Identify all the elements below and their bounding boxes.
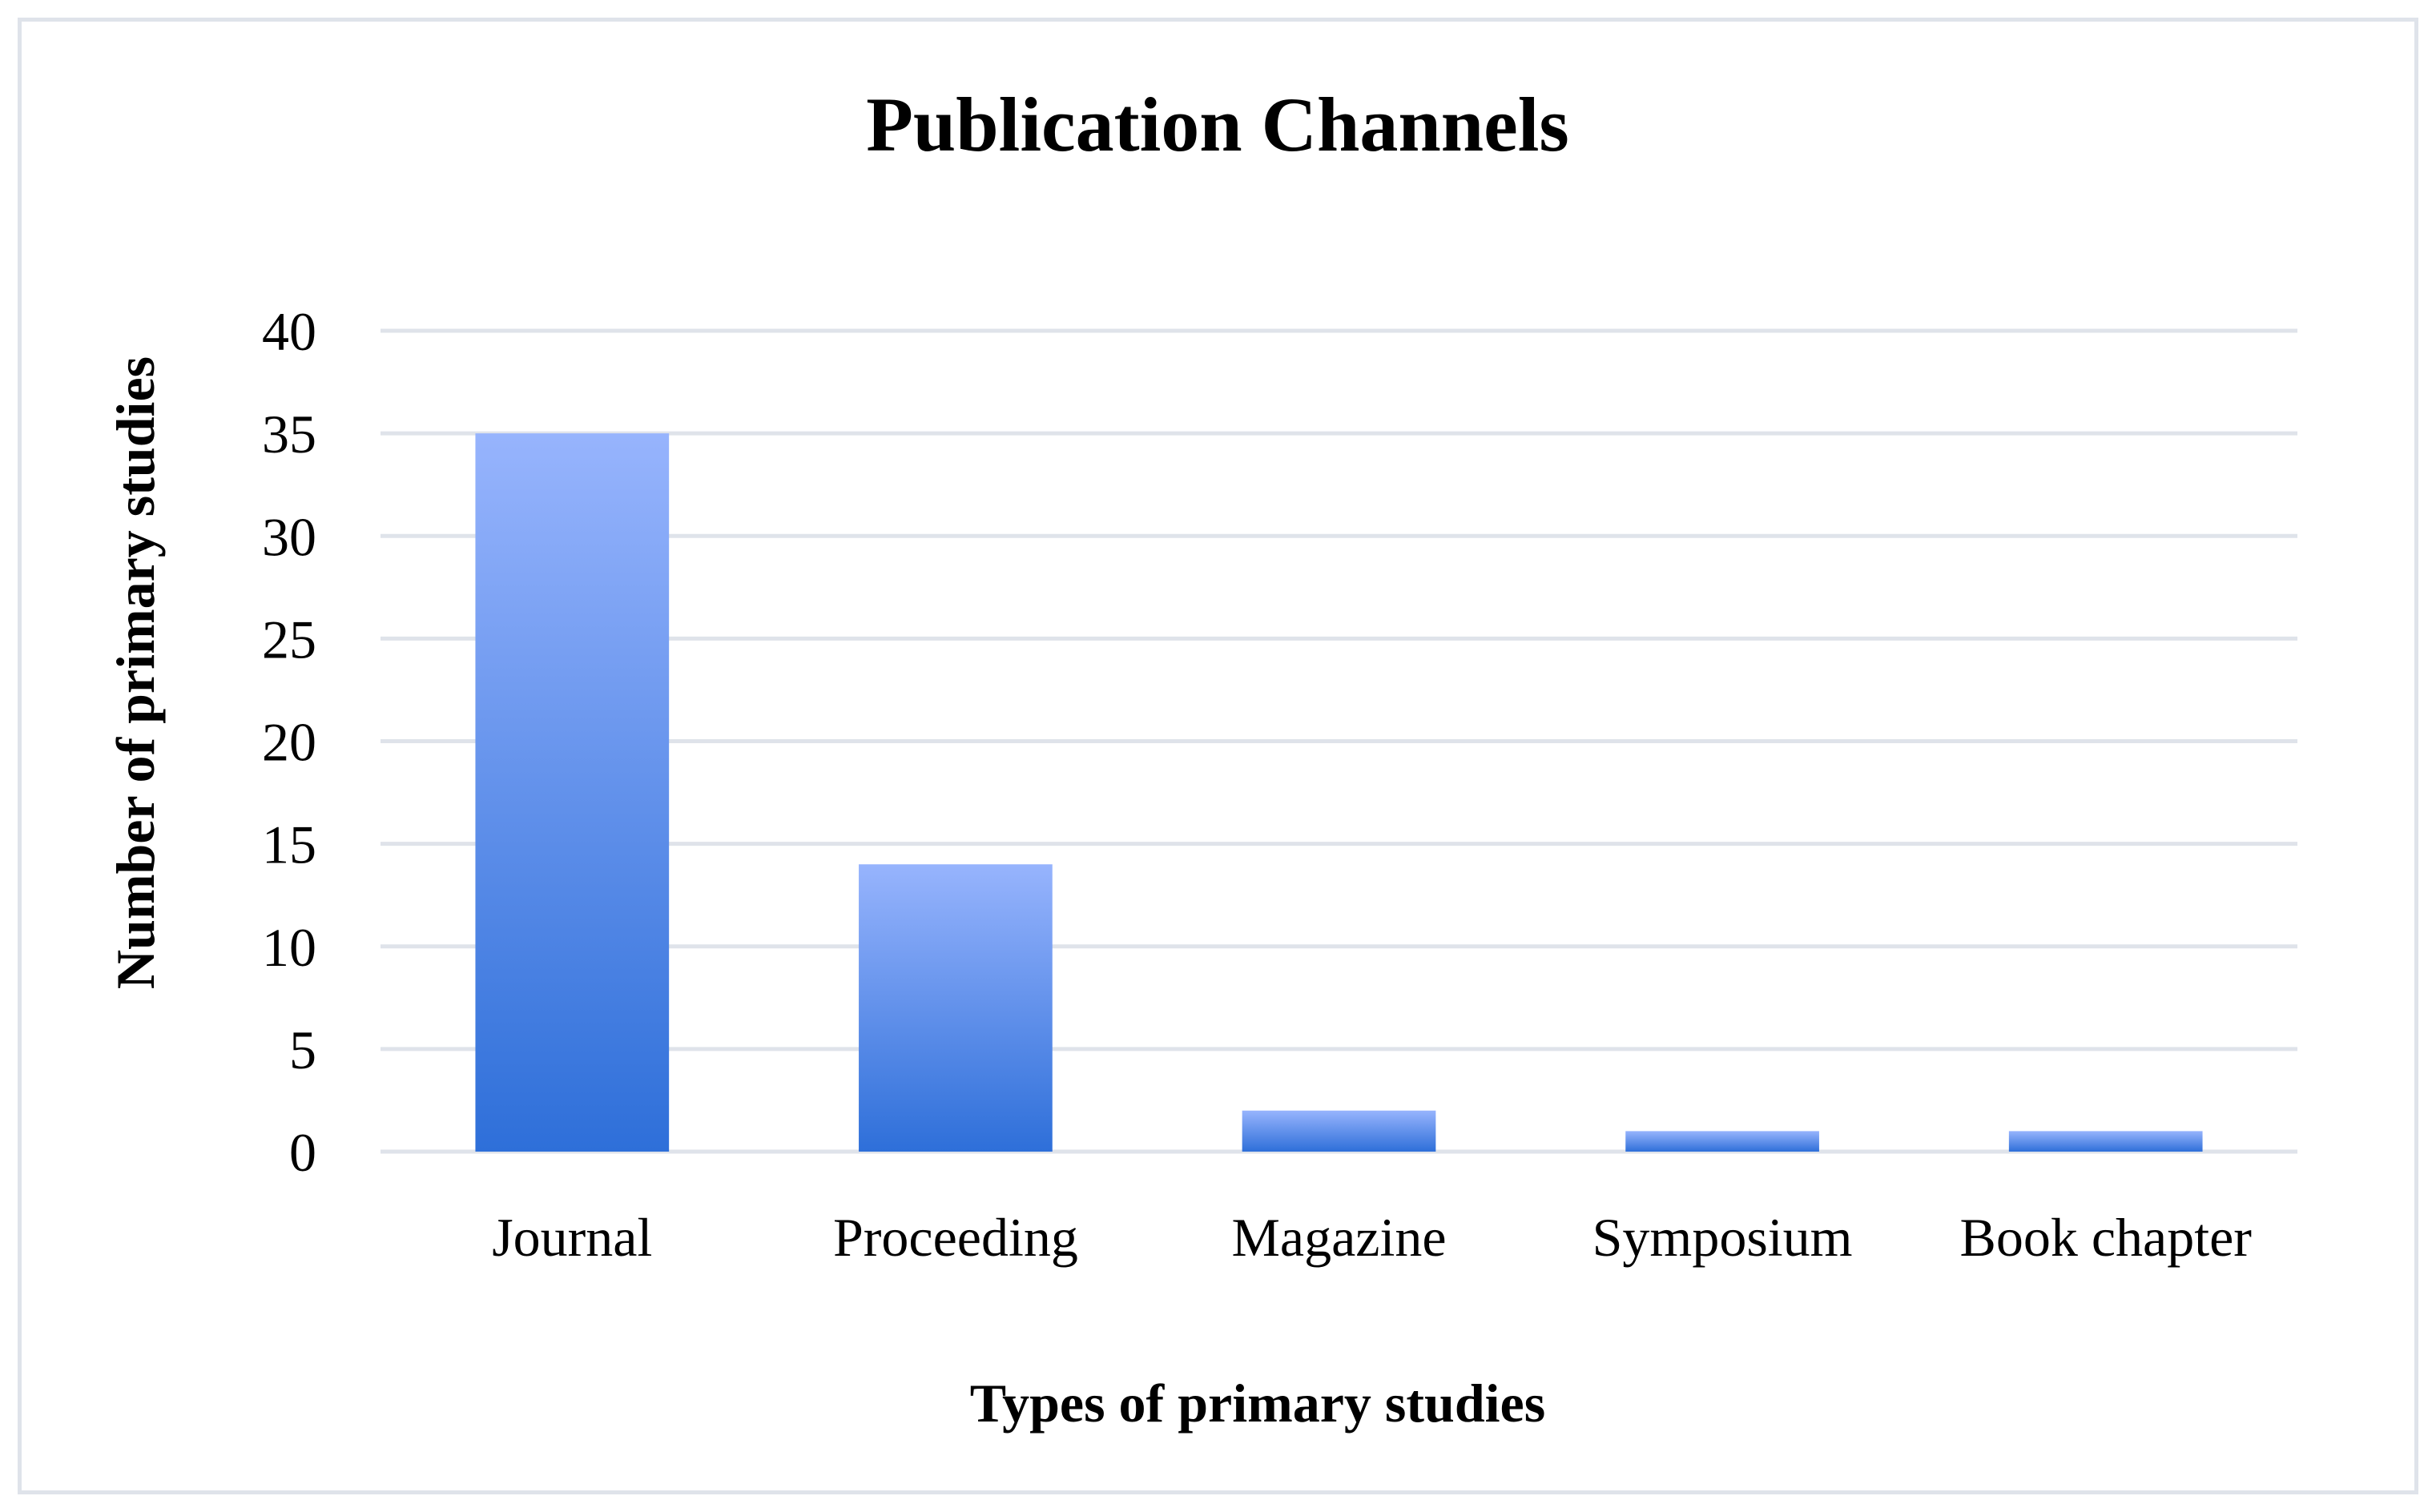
grid-lines	[380, 328, 2297, 1154]
y-tick-label: 5	[289, 1019, 316, 1080]
x-tick-label: Journal	[492, 1207, 652, 1268]
y-axis-ticks: 0 5 10 15 20 25 30 35 40	[262, 301, 316, 1183]
bar-proceeding	[859, 864, 1053, 1152]
chart-title: Publication Channels	[866, 82, 1569, 167]
bar-book-chapter	[2008, 1131, 2203, 1152]
x-axis-ticks: Journal Proceeding Magazine Symposium Book c…	[492, 1207, 2252, 1268]
y-tick-label: 0	[289, 1122, 316, 1183]
bar-journal	[475, 433, 670, 1152]
y-tick-label: 25	[262, 609, 316, 670]
x-tick-label: Magazine	[1231, 1207, 1446, 1268]
bar-magazine	[1242, 1110, 1436, 1152]
y-tick-label: 40	[262, 301, 316, 362]
chart-frame	[18, 18, 2418, 1494]
y-tick-label: 35	[262, 404, 316, 464]
y-tick-label: 20	[262, 712, 316, 773]
y-tick-label: 30	[262, 506, 316, 567]
y-tick-label: 15	[262, 814, 316, 875]
y-tick-label: 10	[262, 917, 316, 978]
bars	[475, 433, 2203, 1152]
bar-symposium	[1625, 1131, 1819, 1152]
x-axis-title: Types of primary studies	[970, 1373, 1545, 1434]
y-axis-title: Number of primary studies	[105, 356, 166, 989]
x-tick-label: Book chapter	[1959, 1207, 2252, 1268]
x-tick-label: Proceeding	[833, 1207, 1078, 1268]
x-tick-label: Symposium	[1592, 1207, 1853, 1268]
